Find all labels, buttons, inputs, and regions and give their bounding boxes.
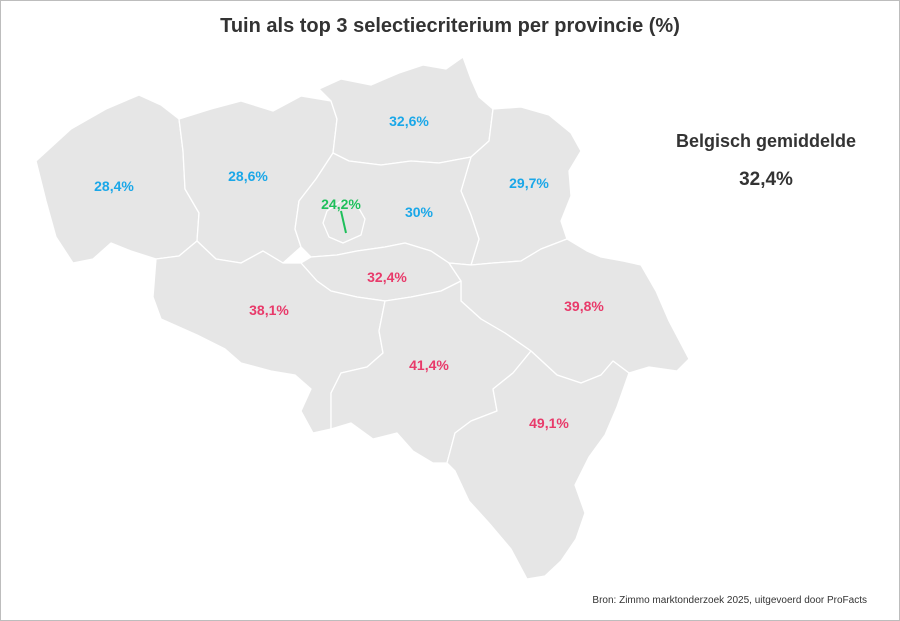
label-namen: 41,4% [409,357,449,373]
average-label: Belgisch gemiddelde [675,131,857,151]
label-henegouwen: 38,1% [249,302,289,318]
brussel-leader-line [340,210,347,234]
label-antwerpen: 32,6% [389,113,429,129]
average-value: 32,4% [739,169,793,190]
label-brussel: 24,2% [321,196,361,212]
label-west-vlaanderen: 28,4% [94,178,134,194]
label-oost-vlaanderen: 28,6% [228,168,268,184]
chart-title: Tuin als top 3 selectiecriterium per pro… [220,15,680,37]
label-limburg: 29,7% [509,175,549,191]
source-note: Bron: Zimmo marktonderzoek 2025, uitgevo… [592,595,867,606]
region-luxemburg [446,350,630,580]
label-vlaams-brabant: 30% [405,204,434,220]
label-waals-brabant: 32,4% [367,269,407,285]
label-luxemburg: 49,1% [529,415,569,431]
region-antwerpen [318,56,494,166]
label-luik: 39,8% [564,298,604,314]
